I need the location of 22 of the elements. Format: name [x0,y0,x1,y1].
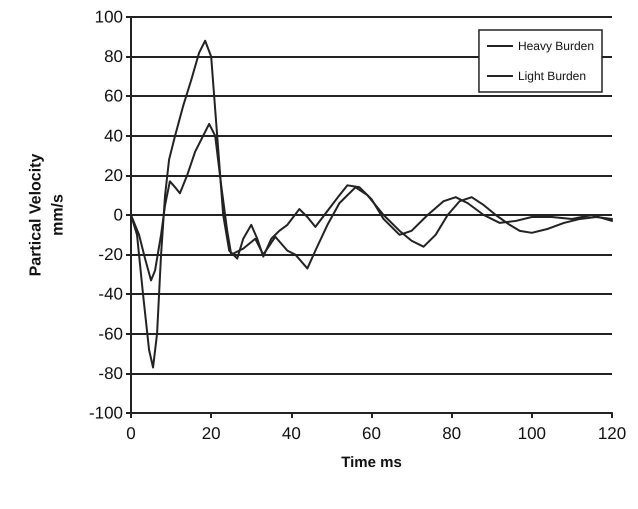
x-tick-label: 100 [518,424,546,443]
y-tick-label: 0 [114,206,123,224]
x-tick-label: 60 [362,424,381,443]
x-tick-label: 120 [598,424,626,443]
y-tick-label: 80 [104,47,123,66]
x-tick-label: 80 [442,424,462,443]
x-axis-title: Time ms [341,454,402,471]
y-tick-label: 100 [94,8,123,26]
y-tick-label: 20 [104,166,123,185]
x-tick-label: 40 [282,424,301,443]
x-tick-label: 0 [126,424,136,443]
y-tick-label: -60 [98,324,123,344]
legend-label: Heavy Burden [518,39,594,53]
y-tick-label: 40 [104,126,123,146]
legend-label: Light Burden [518,69,586,83]
y-axis-title: Partical Velocity mm/s [28,154,66,276]
y-tick-label: 60 [104,86,123,106]
y-tick-label: -80 [98,364,123,383]
y-tick-label: -20 [98,245,123,264]
y-tick-label: -40 [98,284,123,304]
y-tick-label: -100 [88,404,123,422]
x-tick-label: 20 [202,424,221,443]
